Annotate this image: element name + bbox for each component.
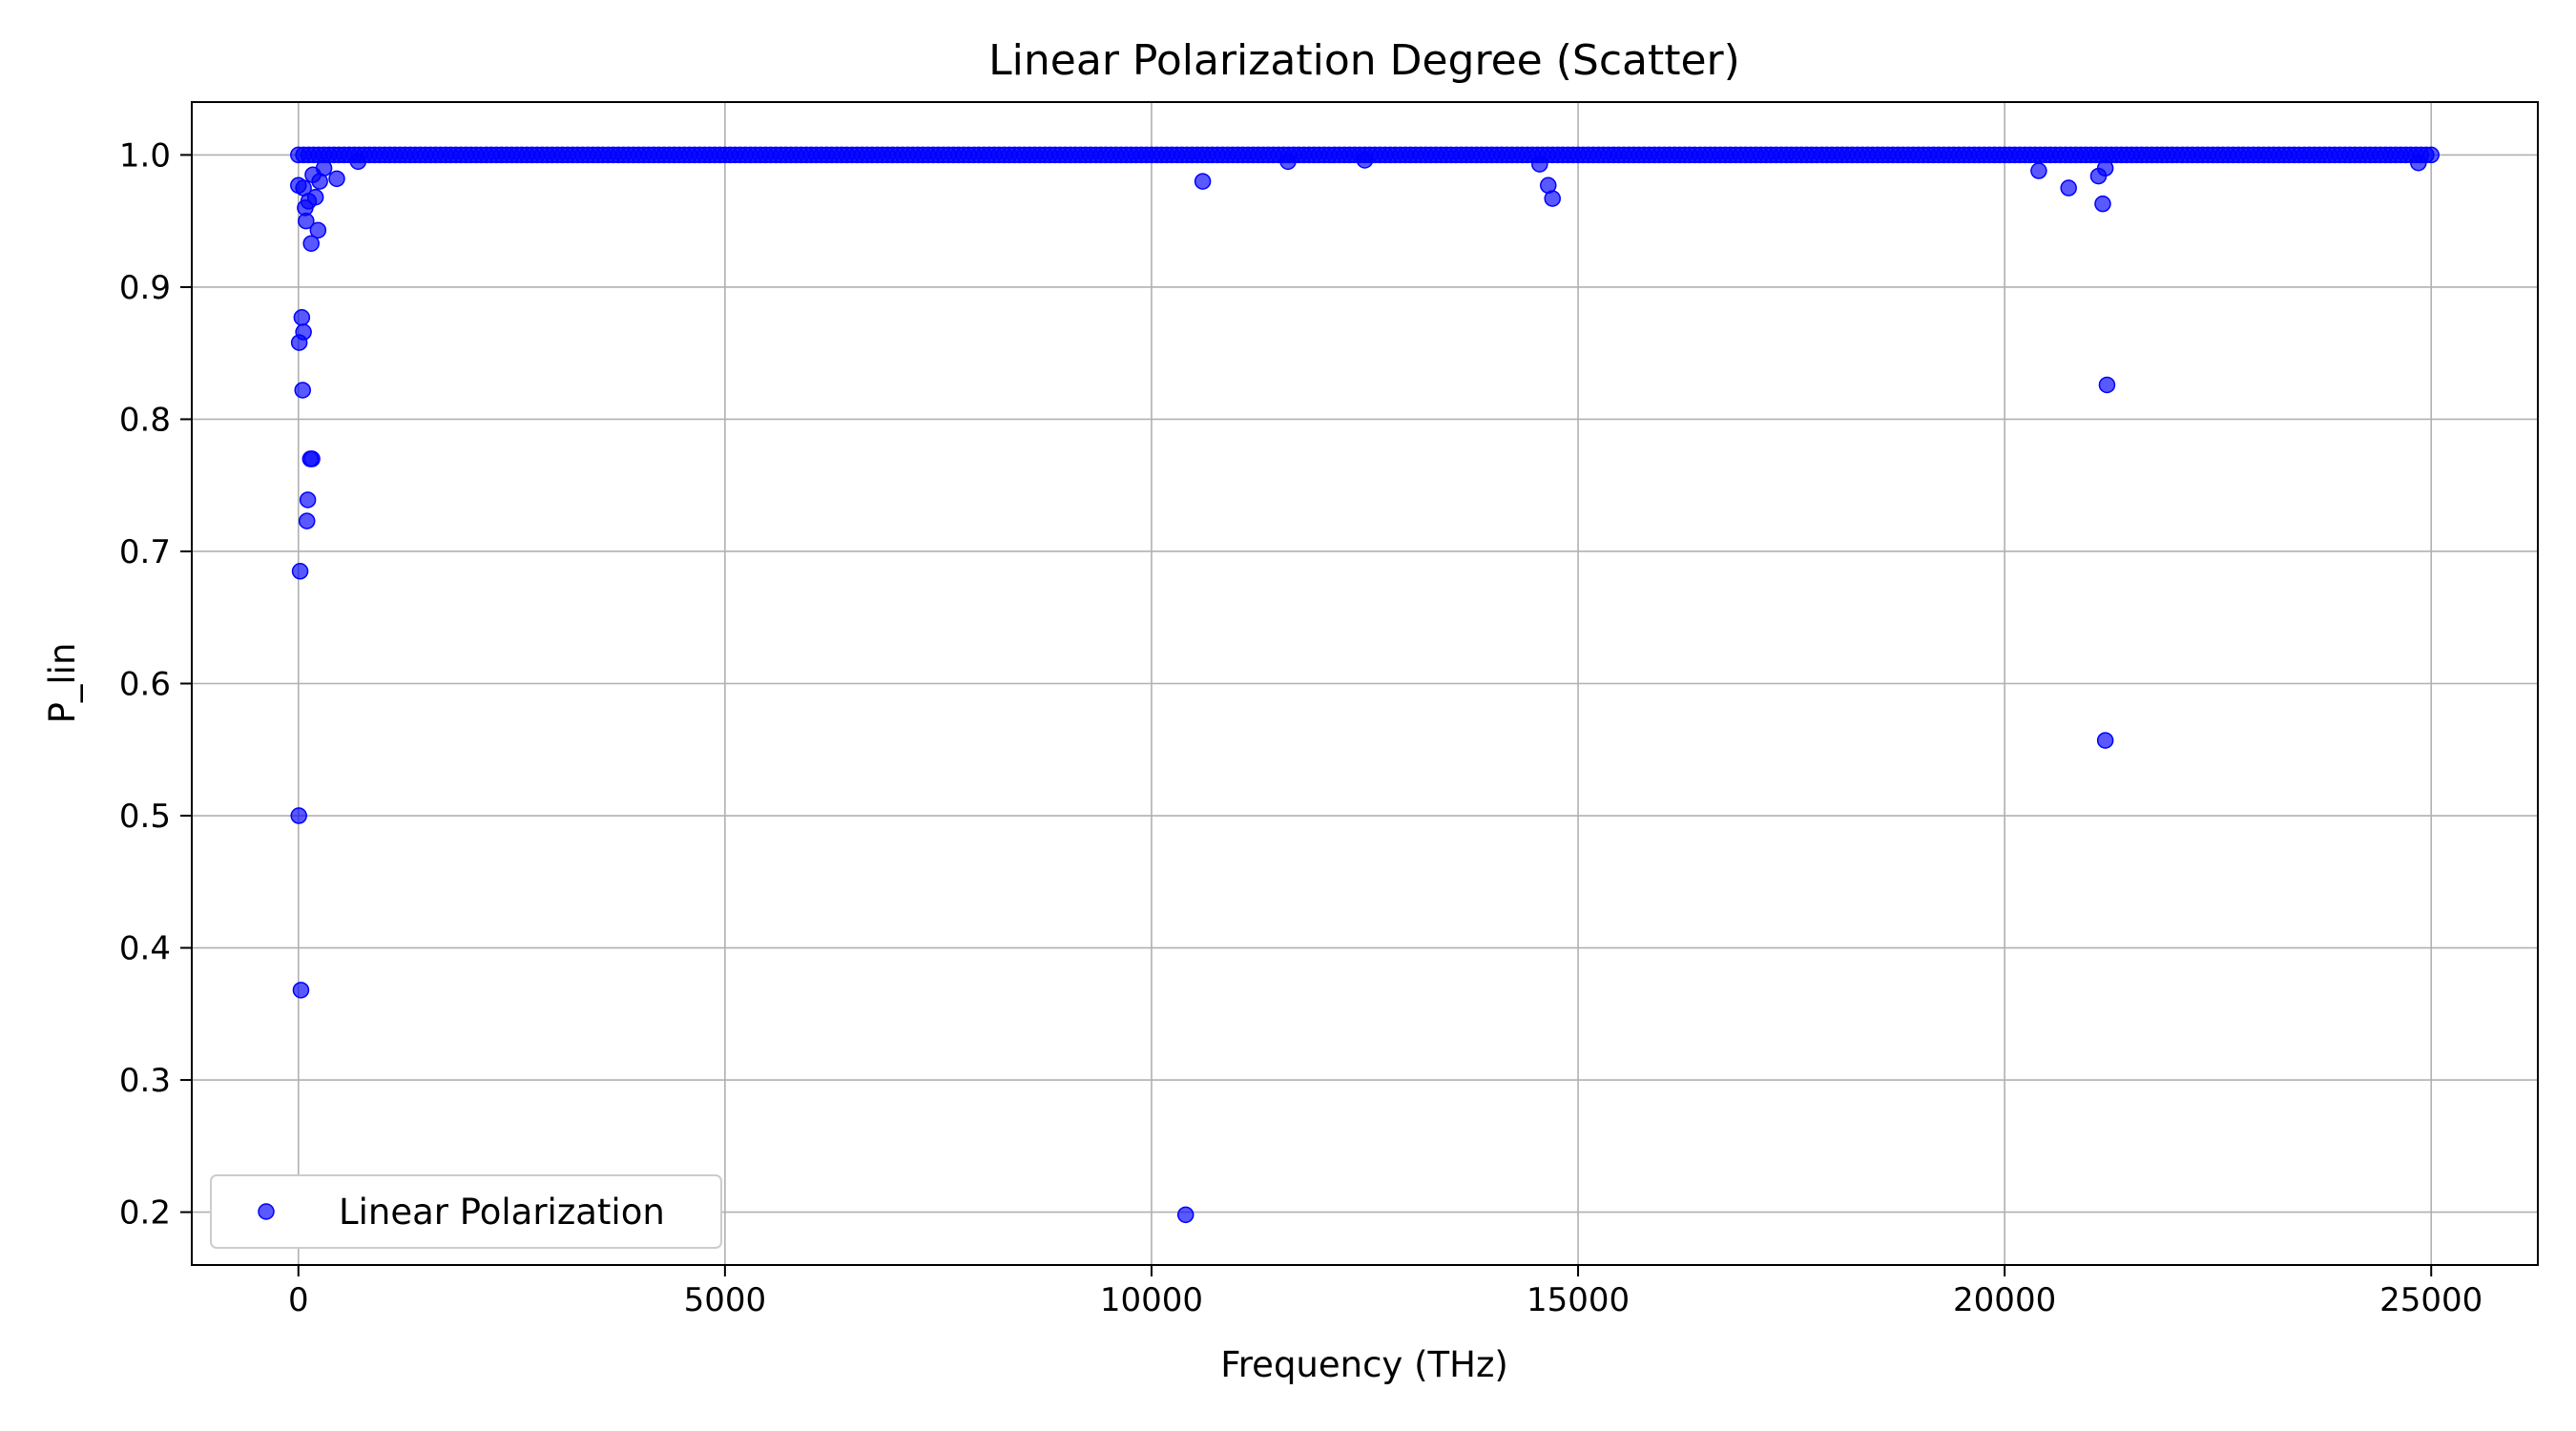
y-tick-label: 0.9 — [119, 269, 171, 307]
scatter-point — [298, 212, 315, 230]
y-tick-label: 0.8 — [119, 401, 171, 439]
x-tick-label: 5000 — [684, 1281, 767, 1319]
scatter-point — [302, 235, 320, 252]
legend-box — [210, 1174, 722, 1249]
scatter-point — [2422, 146, 2440, 164]
scatter-point — [1176, 1206, 1195, 1224]
scatter-point — [290, 176, 307, 195]
y-tick-label: 0.5 — [119, 798, 171, 836]
scatter-point — [306, 188, 324, 206]
scatter-point — [2096, 159, 2114, 177]
chart-title: Linear Polarization Degree (Scatter) — [988, 36, 1740, 85]
y-tick-label: 0.7 — [119, 533, 171, 571]
scatter-point — [290, 807, 307, 824]
legend: Linear Polarization — [210, 1174, 722, 1249]
scatter-point — [294, 382, 311, 399]
scatter-point — [309, 221, 327, 239]
scatter-point — [2098, 376, 2116, 394]
scatter-point — [290, 334, 308, 351]
scatter-point — [328, 170, 345, 188]
scatter-point — [1356, 152, 1374, 169]
scatter-point — [303, 450, 321, 467]
y-axis-ticks: 0.2 0.3 0.4 0.5 0.6 0.7 0.8 0.9 1.0 — [119, 136, 192, 1233]
x-tick-label: 0 — [288, 1281, 309, 1319]
scatter-point — [293, 309, 311, 326]
x-tick-label: 15000 — [1527, 1281, 1630, 1319]
scatter-point — [1539, 176, 1557, 195]
x-tick-label: 10000 — [1100, 1281, 1203, 1319]
scatter-point — [2094, 195, 2111, 213]
y-axis-label: P_lin — [42, 643, 83, 724]
scatter-point — [304, 166, 322, 183]
scatter-point — [2030, 162, 2047, 179]
scatter-point — [298, 512, 316, 529]
scatter-point — [1531, 156, 1548, 173]
legend-marker — [258, 1203, 275, 1220]
x-axis-ticks: 0 5000 10000 15000 20000 25000 — [288, 1265, 2483, 1319]
scatter-point — [299, 491, 317, 508]
y-tick-label: 0.4 — [119, 930, 171, 968]
scatter-point — [2410, 154, 2427, 172]
x-tick-label: 25000 — [2379, 1281, 2483, 1319]
data-points — [290, 146, 2440, 1224]
y-tick-label: 0.3 — [119, 1062, 171, 1100]
scatter-point — [2060, 179, 2077, 197]
x-axis-label: Frequency (THz) — [1220, 1344, 1508, 1385]
scatter-point — [349, 153, 367, 171]
y-tick-label: 0.2 — [119, 1194, 171, 1233]
scatter-point — [291, 563, 309, 580]
scatter-point — [1279, 153, 1297, 171]
y-tick-label: 0.6 — [119, 666, 171, 704]
scatter-point — [1194, 173, 1212, 190]
scatter-point — [292, 982, 310, 999]
y-tick-label: 1.0 — [119, 136, 171, 175]
x-tick-label: 20000 — [1953, 1281, 2056, 1319]
scatter-point — [2096, 732, 2114, 749]
legend-label: Linear Polarization — [339, 1192, 665, 1233]
